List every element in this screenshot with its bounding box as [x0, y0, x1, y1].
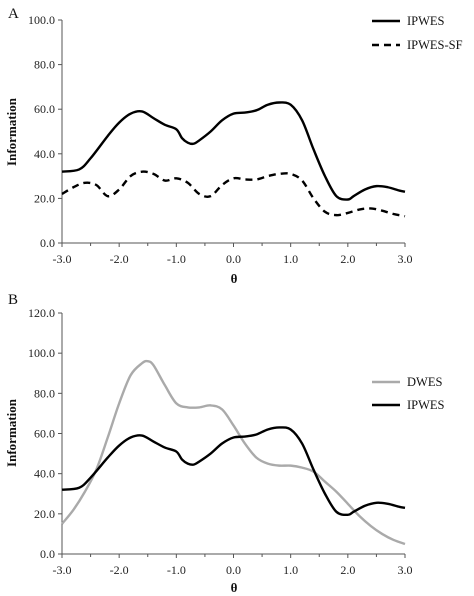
chart-b-x-tick-label: -3.0: [53, 563, 72, 577]
chart-a-y-tick-label: 20.0: [34, 191, 55, 205]
chart-a-series-ipwes-line: [61, 101, 406, 201]
chart-a-y-tick-label: 40.0: [34, 147, 55, 161]
chart-a-y-axis-title: Information: [4, 97, 19, 166]
chart-a-y-tick-label: 100.0: [28, 13, 55, 27]
chart-b-y-tick-label: 100.0: [28, 346, 55, 360]
chart-a-x-tick-label: -1.0: [167, 252, 186, 266]
chart-b-x-tick-label: 3.0: [398, 563, 413, 577]
chart-b-y-axis-title: Information: [4, 398, 19, 467]
chart-b-legend-label: DWES: [407, 375, 442, 389]
chart-b-panel-label: B: [8, 292, 18, 308]
chart-a-legend-label: IPWES: [407, 14, 445, 28]
chart-b-y-tick-label: 60.0: [34, 427, 55, 441]
chart-b-x-tick-label: -2.0: [110, 563, 129, 577]
chart-a-panel-label: A: [8, 6, 19, 22]
chart-b-x-tick-label: 2.0: [340, 563, 355, 577]
chart-b-series-ipwes-line: [61, 426, 406, 517]
chart-b-x-tick-label: -1.0: [167, 563, 186, 577]
chart-b-y-tick-label: 80.0: [34, 386, 55, 400]
chart-a-y-tick-label: 0.0: [40, 236, 55, 250]
chart-a-x-axis-title: θ: [231, 271, 238, 286]
chart-a-x-tick-label: 0.0: [226, 252, 241, 266]
chart-a-y-tick-label: 80.0: [34, 58, 55, 72]
chart-a-x-tick-label: 3.0: [398, 252, 413, 266]
chart-b-series-dwes-line: [61, 359, 406, 546]
chart-a-x-tick-label: 2.0: [340, 252, 355, 266]
chart-a-y-tick-label: 60.0: [34, 102, 55, 116]
chart-b-y-tick-label: 0.0: [40, 547, 55, 561]
chart-a-x-tick-label: -2.0: [110, 252, 129, 266]
chart-b-y-tick-label: 40.0: [34, 467, 55, 481]
chart-b-legend-label: IPWES: [407, 398, 445, 412]
chart-b-x-axis-title: θ: [231, 580, 238, 595]
chart-a-series-ipwes-sf-line: [61, 170, 406, 218]
chart-b-x-tick-label: 1.0: [283, 563, 298, 577]
chart-b-y-tick-label: 20.0: [34, 507, 55, 521]
chart-a-x-tick-label: 1.0: [283, 252, 298, 266]
chart-a-x-tick-label: -3.0: [53, 252, 72, 266]
chart-b-x-tick-label: 0.0: [226, 563, 241, 577]
chart-b-y-tick-label: 120.0: [28, 306, 55, 320]
chart-a-legend-label: IPWES-SF: [407, 38, 463, 52]
